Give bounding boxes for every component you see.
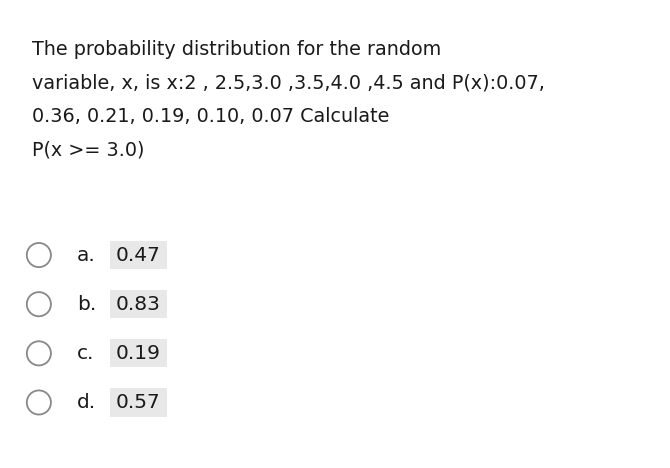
Text: The probability distribution for the random: The probability distribution for the ran… xyxy=(32,40,442,59)
Text: 0.83: 0.83 xyxy=(115,295,160,314)
Text: a.: a. xyxy=(77,246,96,264)
Text: 0.47: 0.47 xyxy=(115,246,160,264)
Text: d.: d. xyxy=(77,393,96,412)
FancyBboxPatch shape xyxy=(110,241,167,269)
Text: c.: c. xyxy=(77,344,94,363)
FancyBboxPatch shape xyxy=(110,339,167,367)
Text: 0.57: 0.57 xyxy=(115,393,160,412)
Text: variable, x, is x:2 , 2.5,3.0 ,3.5,4.0 ,4.5 and P(x):0.07,: variable, x, is x:2 , 2.5,3.0 ,3.5,4.0 ,… xyxy=(32,73,545,93)
FancyBboxPatch shape xyxy=(110,290,167,318)
Text: 0.19: 0.19 xyxy=(115,344,160,363)
FancyBboxPatch shape xyxy=(110,388,167,417)
Text: 0.36, 0.21, 0.19, 0.10, 0.07 Calculate: 0.36, 0.21, 0.19, 0.10, 0.07 Calculate xyxy=(32,107,389,126)
Text: P(x >= 3.0): P(x >= 3.0) xyxy=(32,141,145,160)
Text: b.: b. xyxy=(77,295,96,314)
